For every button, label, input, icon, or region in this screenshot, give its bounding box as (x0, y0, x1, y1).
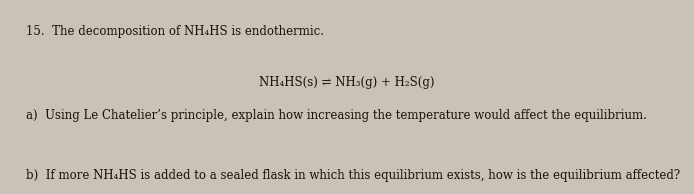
Text: NH₄HS(s) ⇌ NH₃(g) + H₂S(g): NH₄HS(s) ⇌ NH₃(g) + H₂S(g) (260, 76, 434, 89)
Text: 15.  The decomposition of NH₄HS is endothermic.: 15. The decomposition of NH₄HS is endoth… (26, 25, 324, 38)
Text: a)  Using Le Chatelier’s principle, explain how increasing the temperature would: a) Using Le Chatelier’s principle, expla… (26, 109, 648, 122)
Text: b)  If more NH₄HS is added to a sealed flask in which this equilibrium exists, h: b) If more NH₄HS is added to a sealed fl… (26, 169, 681, 182)
